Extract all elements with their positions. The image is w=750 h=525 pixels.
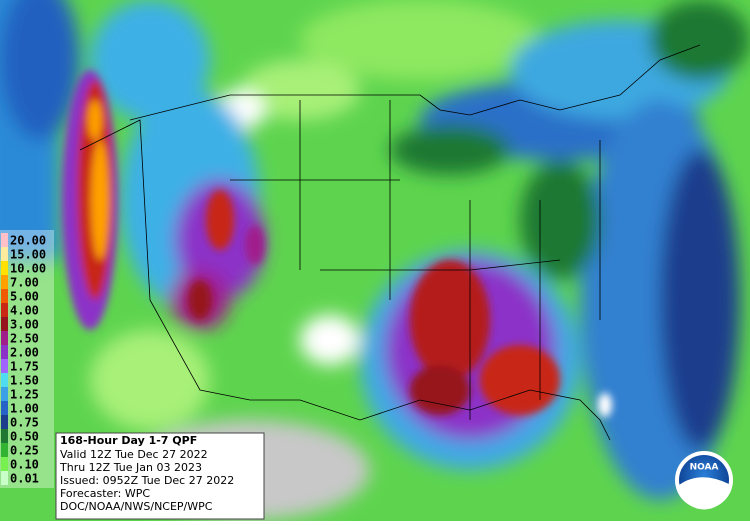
legend-swatch: [1, 261, 8, 275]
legend-swatch: [1, 401, 8, 415]
info-line: DOC/NOAA/NWS/NCEP/WPC: [60, 500, 213, 513]
legend-label: 2.00: [10, 346, 39, 360]
legend-label: 10.00: [10, 262, 46, 276]
legend-swatch: [1, 387, 8, 401]
legend-label: 2.50: [10, 332, 39, 346]
legend-swatch: [1, 345, 8, 359]
legend-swatch: [1, 373, 8, 387]
info-background: [55, 432, 265, 520]
legend-swatch: [1, 289, 8, 303]
noaa-logo: NOAA: [675, 451, 733, 510]
legend-swatch: [1, 443, 8, 457]
legend-label: 5.00: [10, 290, 39, 304]
logo-wave: [679, 477, 730, 510]
legend-label: 0.25: [10, 444, 39, 458]
legend-label: 1.25: [10, 388, 39, 402]
legend-label: 4.00: [10, 304, 39, 318]
legend-swatch: [1, 429, 8, 443]
legend: 20.0015.0010.007.005.004.003.002.502.001…: [0, 230, 54, 488]
legend-label: 1.50: [10, 374, 39, 388]
legend-swatch: [1, 275, 8, 289]
legend-label: 3.00: [10, 318, 39, 332]
info-line: Issued: 0952Z Tue Dec 27 2022: [60, 474, 234, 487]
legend-label: 1.00: [10, 402, 39, 416]
legend-label: 0.50: [10, 430, 39, 444]
legend-swatch: [1, 415, 8, 429]
legend-swatch: [1, 247, 8, 261]
logo-text: NOAA: [690, 463, 719, 473]
legend-label: 0.01: [10, 472, 39, 486]
legend-swatch: [1, 471, 8, 485]
info-line: Thru 12Z Tue Jan 03 2023: [59, 461, 202, 474]
legend-swatch: [1, 359, 8, 373]
legend-swatch: [1, 233, 8, 247]
legend-background: [0, 230, 54, 488]
info-title: 168-Hour Day 1-7 QPF: [60, 434, 197, 447]
legend-label: 7.00: [10, 276, 39, 290]
legend-label: 1.75: [10, 360, 39, 374]
legend-label: 0.10: [10, 458, 39, 472]
legend-label: 0.75: [10, 416, 39, 430]
legend-swatch: [1, 331, 8, 345]
legend-label: 20.00: [10, 234, 46, 248]
legend-swatch: [1, 457, 8, 471]
info-line: Forecaster: WPC: [60, 487, 150, 500]
info-box: 168-Hour Day 1-7 QPF Valid 12Z Tue Dec 2…: [55, 432, 265, 520]
legend-swatch: [1, 317, 8, 331]
legend-label: 15.00: [10, 248, 46, 262]
info-line: Valid 12Z Tue Dec 27 2022: [60, 448, 208, 461]
borders: [79, 44, 701, 441]
legend-swatch: [1, 303, 8, 317]
